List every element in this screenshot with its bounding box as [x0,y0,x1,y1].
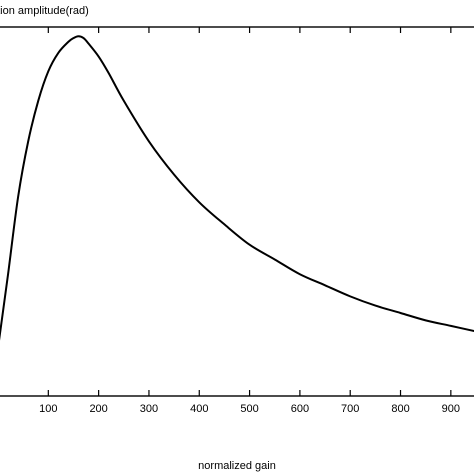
x-tick-label-400: 400 [190,403,208,415]
x-tick-label-500: 500 [240,403,258,415]
x-tick-label-800: 800 [391,403,409,415]
x-tick-label-300: 300 [140,403,158,415]
x-tick-label-100: 100 [39,403,57,415]
x-axis-label: normalized gain [198,460,276,472]
x-tick-label-700: 700 [341,403,359,415]
x-tick-label-200: 200 [89,403,107,415]
y-axis-label: ation amplitude(rad) [0,5,89,17]
x-tick-label-900: 900 [442,403,460,415]
x-axis-ticks [47,27,452,396]
plot-frame [0,26,474,397]
x-tick-label-600: 600 [291,403,309,415]
series-line [0,35,474,341]
x-axis-tick-labels: 100 200 300 400 500 600 700 800 900 [39,403,460,415]
